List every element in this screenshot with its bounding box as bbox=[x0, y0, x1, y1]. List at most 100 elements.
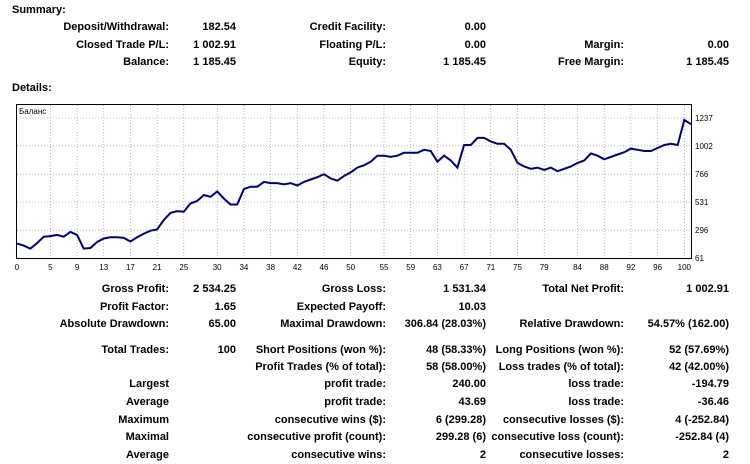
details-row-3-col3-label: Long Positions (won %): bbox=[495, 344, 624, 356]
balance-value: 1 185.45 bbox=[193, 56, 236, 68]
balance-chart-frame bbox=[16, 104, 692, 259]
y-tick-label: 1237 bbox=[695, 114, 713, 123]
x-tick-label: 25 bbox=[179, 263, 188, 272]
details-row-7-col3-value: 4 (-252.84) bbox=[675, 414, 729, 426]
details-row-2-col3-label: Relative Drawdown: bbox=[519, 318, 624, 330]
details-row-5-col3-label: loss trade: bbox=[568, 378, 624, 390]
details-row-2-col1-label: Absolute Drawdown: bbox=[59, 318, 169, 330]
x-tick-label: 17 bbox=[126, 263, 135, 272]
closed-pl-label: Closed Trade P/L: bbox=[76, 39, 169, 51]
details-row-1-col2-value: 10.03 bbox=[458, 301, 486, 313]
details-row-5-col2-label: profit trade: bbox=[324, 378, 386, 390]
details-row-7-col1-label: Maximum bbox=[118, 414, 169, 426]
x-tick-label: 59 bbox=[406, 263, 415, 272]
y-tick-label: 296 bbox=[695, 226, 709, 235]
details-row-0-col2-label: Gross Loss: bbox=[321, 283, 386, 295]
details-row-8-col2-label: consecutive profit (count): bbox=[247, 431, 386, 443]
chart-title: Баланс bbox=[19, 107, 46, 116]
y-tick-label: 531 bbox=[695, 198, 709, 207]
floating-pl-value: 0.00 bbox=[464, 39, 486, 51]
x-tick-label: 42 bbox=[293, 263, 302, 272]
x-tick-label: 0 bbox=[15, 263, 20, 272]
details-row-3-col1-label: Total Trades: bbox=[101, 344, 169, 356]
deposit-label: Deposit/Withdrawal: bbox=[63, 21, 169, 33]
x-tick-label: 92 bbox=[626, 263, 635, 272]
details-row-9-col3-value: 2 bbox=[722, 449, 729, 461]
details-row-3-col2-value: 48 (58.33%) bbox=[426, 344, 486, 356]
details-row-5-col2-value: 240.00 bbox=[452, 378, 486, 390]
details-row-0-col3-label: Total Net Profit: bbox=[542, 283, 624, 295]
margin-value: 0.00 bbox=[707, 39, 729, 51]
details-row-5-col1-label: Largest bbox=[129, 378, 169, 390]
summary-heading: Summary: bbox=[12, 4, 66, 16]
details-row-6-col2-label: profit trade: bbox=[324, 396, 386, 408]
details-row-0-col1-value: 2 534.25 bbox=[193, 283, 236, 295]
details-row-7-col2-label: consecutive wins ($): bbox=[274, 414, 386, 426]
details-row-2-col2-value: 306.84 (28.03%) bbox=[404, 318, 486, 330]
x-tick-label: 100 bbox=[678, 263, 692, 272]
details-row-3-col2-label: Short Positions (won %): bbox=[255, 344, 386, 356]
x-tick-label: 79 bbox=[540, 263, 549, 272]
details-row-4-col3-label: Loss trades (% of total): bbox=[498, 361, 624, 373]
credit-label: Credit Facility: bbox=[309, 21, 386, 33]
details-row-3-col1-value: 100 bbox=[217, 344, 236, 356]
details-row-4-col2-value: 58 (58.00%) bbox=[426, 361, 486, 373]
balance-label: Balance: bbox=[123, 56, 169, 68]
details-row-9-col2-value: 2 bbox=[479, 449, 486, 461]
free-margin-value: 1 185.45 bbox=[686, 56, 729, 68]
credit-value: 0.00 bbox=[464, 21, 486, 33]
x-tick-label: 63 bbox=[433, 263, 442, 272]
x-tick-label: 88 bbox=[600, 263, 609, 272]
details-row-2-col2-label: Maximal Drawdown: bbox=[280, 318, 386, 330]
free-margin-label: Free Margin: bbox=[557, 56, 624, 68]
balance-series-line bbox=[16, 118, 692, 250]
x-tick-label: 71 bbox=[486, 263, 495, 272]
details-row-1-col1-value: 1.65 bbox=[214, 301, 236, 313]
deposit-value: 182.54 bbox=[202, 21, 236, 33]
x-tick-label: 96 bbox=[653, 263, 662, 272]
x-tick-label: 5 bbox=[48, 263, 53, 272]
margin-label: Margin: bbox=[584, 39, 624, 51]
details-row-9-col1-label: Average bbox=[125, 449, 169, 461]
x-tick-label: 84 bbox=[573, 263, 582, 272]
details-row-8-col3-label: consecutive loss (count): bbox=[491, 431, 624, 443]
details-row-7-col2-value: 6 (299.28) bbox=[435, 414, 486, 426]
x-tick-label: 38 bbox=[266, 263, 275, 272]
details-row-0-col3-value: 1 002.91 bbox=[686, 283, 729, 295]
details-row-0-col1-label: Gross Profit: bbox=[101, 283, 169, 295]
details-row-2-col1-value: 65.00 bbox=[208, 318, 236, 330]
y-tick-label: 61 bbox=[695, 254, 704, 263]
details-row-5-col3-value: -194.79 bbox=[691, 378, 729, 390]
y-tick-label: 766 bbox=[695, 170, 709, 179]
details-heading: Details: bbox=[12, 82, 52, 94]
x-tick-label: 21 bbox=[153, 263, 162, 272]
y-tick-label: 1002 bbox=[695, 142, 713, 151]
details-row-6-col3-value: -36.46 bbox=[697, 396, 729, 408]
details-row-4-col2-label: Profit Trades (% of total): bbox=[255, 361, 386, 373]
x-tick-label: 34 bbox=[239, 263, 248, 272]
x-tick-label: 9 bbox=[75, 263, 80, 272]
details-row-0-col2-value: 1 531.34 bbox=[443, 283, 486, 295]
x-tick-label: 75 bbox=[513, 263, 522, 272]
details-row-8-col3-value: -252.84 (4) bbox=[675, 431, 729, 443]
x-tick-label: 55 bbox=[380, 263, 389, 272]
details-row-6-col3-label: loss trade: bbox=[568, 396, 624, 408]
details-row-4-col3-value: 42 (42.00%) bbox=[669, 361, 729, 373]
equity-value: 1 185.45 bbox=[443, 56, 486, 68]
details-row-1-col2-label: Expected Payoff: bbox=[296, 301, 386, 313]
x-tick-label: 50 bbox=[346, 263, 355, 272]
details-row-2-col3-value: 54.57% (162.00) bbox=[647, 318, 729, 330]
details-row-9-col3-label: consecutive losses: bbox=[519, 449, 624, 461]
details-row-9-col2-label: consecutive wins: bbox=[291, 449, 386, 461]
details-row-8-col2-value: 299.28 (6) bbox=[435, 431, 486, 443]
x-tick-label: 30 bbox=[213, 263, 222, 272]
details-row-6-col1-label: Average bbox=[125, 396, 169, 408]
equity-label: Equity: bbox=[348, 56, 386, 68]
details-row-6-col2-value: 43.69 bbox=[458, 396, 486, 408]
details-row-1-col1-label: Profit Factor: bbox=[99, 301, 169, 313]
details-row-3-col3-value: 52 (57.69%) bbox=[669, 344, 729, 356]
details-row-7-col3-label: consecutive losses ($): bbox=[502, 414, 624, 426]
x-tick-label: 46 bbox=[320, 263, 329, 272]
floating-pl-label: Floating P/L: bbox=[319, 39, 386, 51]
